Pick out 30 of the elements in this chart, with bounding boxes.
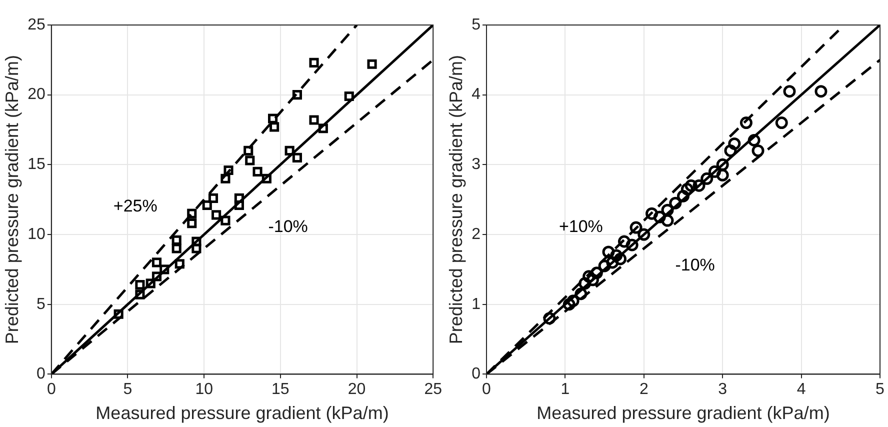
y-tick-label: 4: [472, 86, 481, 104]
y-tick-label: 10: [28, 226, 46, 243]
x-tick-label: 15: [272, 381, 290, 398]
x-tick-label: 4: [796, 381, 806, 398]
x-tick-label: 10: [195, 381, 214, 398]
annotation: -10%: [675, 256, 715, 275]
y-tick-label: 5: [36, 296, 46, 313]
x-tick-label: 5: [876, 381, 885, 398]
y-tick-label: 0: [36, 366, 46, 383]
annotation: +10%: [558, 217, 603, 236]
x-axis-title: Measured pressure gradient (kPa/m): [536, 403, 830, 424]
y-tick-label: 2: [472, 226, 481, 243]
x-tick-label: 2: [639, 381, 648, 398]
x-tick-label: 1: [560, 381, 570, 398]
y-axis-title: Predicted pressure gradient (kPa/m): [2, 55, 22, 344]
x-tick-label: 3: [718, 381, 728, 398]
annotation: +25%: [113, 196, 158, 216]
y-tick-label: 5: [472, 16, 481, 34]
y-tick-label: 1: [472, 296, 481, 313]
y-tick-label: 20: [28, 86, 46, 104]
y-tick-label: 0: [472, 366, 481, 383]
y-tick-label: 15: [28, 156, 46, 174]
annotation: -10%: [268, 217, 308, 236]
x-axis-title: Measured pressure gradient (kPa/m): [96, 403, 389, 424]
x-tick-label: 25: [424, 381, 442, 398]
y-tick-label: 25: [28, 16, 46, 34]
y-axis-title: Predicted pressure gradient (kPa/m): [446, 55, 466, 344]
x-tick-label: 20: [348, 381, 366, 398]
y-tick-label: 3: [472, 156, 481, 174]
x-tick-label: 5: [123, 381, 132, 398]
